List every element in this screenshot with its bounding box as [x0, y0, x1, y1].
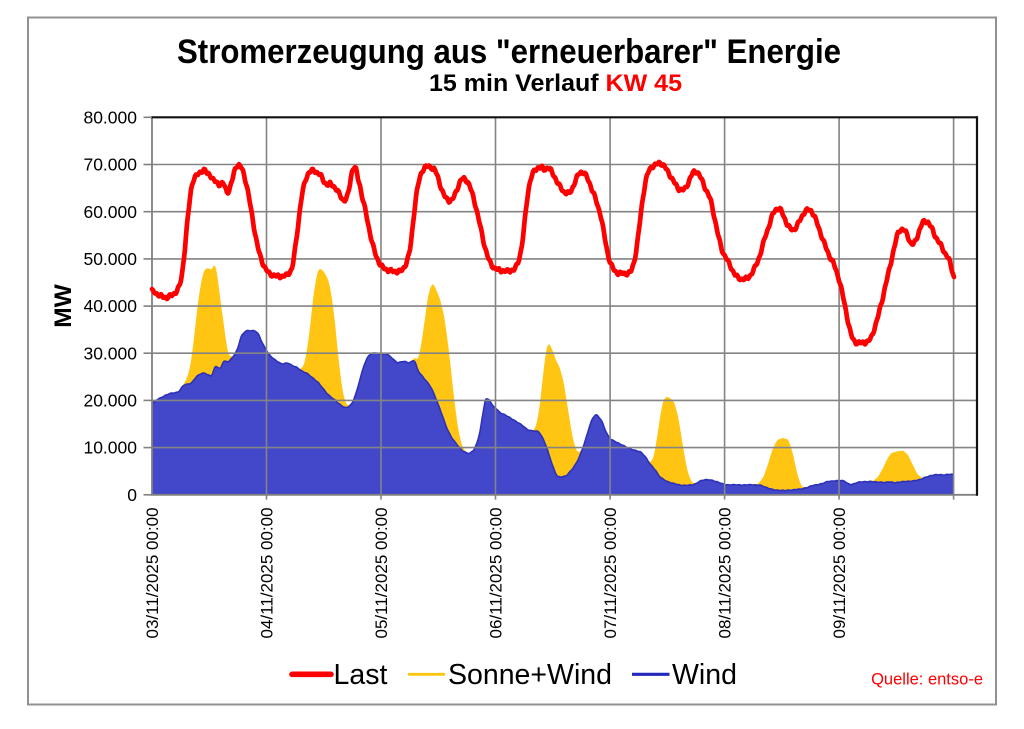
- svg-text:MW: MW: [50, 283, 77, 327]
- svg-text:Wind: Wind: [672, 659, 737, 691]
- svg-text:70.000: 70.000: [83, 155, 137, 175]
- svg-text:50.000: 50.000: [83, 249, 137, 269]
- svg-text:03/11/2025 00:00: 03/11/2025 00:00: [143, 507, 162, 638]
- svg-text:07/11/2025 00:00: 07/11/2025 00:00: [601, 507, 620, 638]
- svg-text:20.000: 20.000: [83, 391, 137, 411]
- svg-text:08/11/2025 00:00: 08/11/2025 00:00: [716, 507, 735, 638]
- svg-text:06/11/2025 00:00: 06/11/2025 00:00: [487, 507, 506, 638]
- svg-text:04/11/2025 00:00: 04/11/2025 00:00: [258, 507, 277, 638]
- svg-text:15 min Verlauf KW 45: 15 min Verlauf KW 45: [429, 70, 682, 97]
- svg-text:0: 0: [127, 485, 137, 505]
- svg-text:Sonne+Wind: Sonne+Wind: [448, 659, 612, 691]
- svg-text:Stromerzeugung aus "erneuerbar: Stromerzeugung aus "erneuerbarer" Energi…: [177, 33, 841, 71]
- svg-text:Quelle: entso-e: Quelle: entso-e: [871, 671, 983, 689]
- svg-text:40.000: 40.000: [83, 296, 137, 316]
- svg-text:10.000: 10.000: [83, 438, 137, 458]
- svg-text:09/11/2025 00:00: 09/11/2025 00:00: [830, 507, 849, 638]
- svg-text:05/11/2025 00:00: 05/11/2025 00:00: [372, 507, 391, 638]
- svg-text:80.000: 80.000: [83, 107, 137, 127]
- svg-text:Last: Last: [334, 659, 388, 691]
- svg-text:60.000: 60.000: [83, 202, 137, 222]
- svg-text:30.000: 30.000: [83, 343, 137, 363]
